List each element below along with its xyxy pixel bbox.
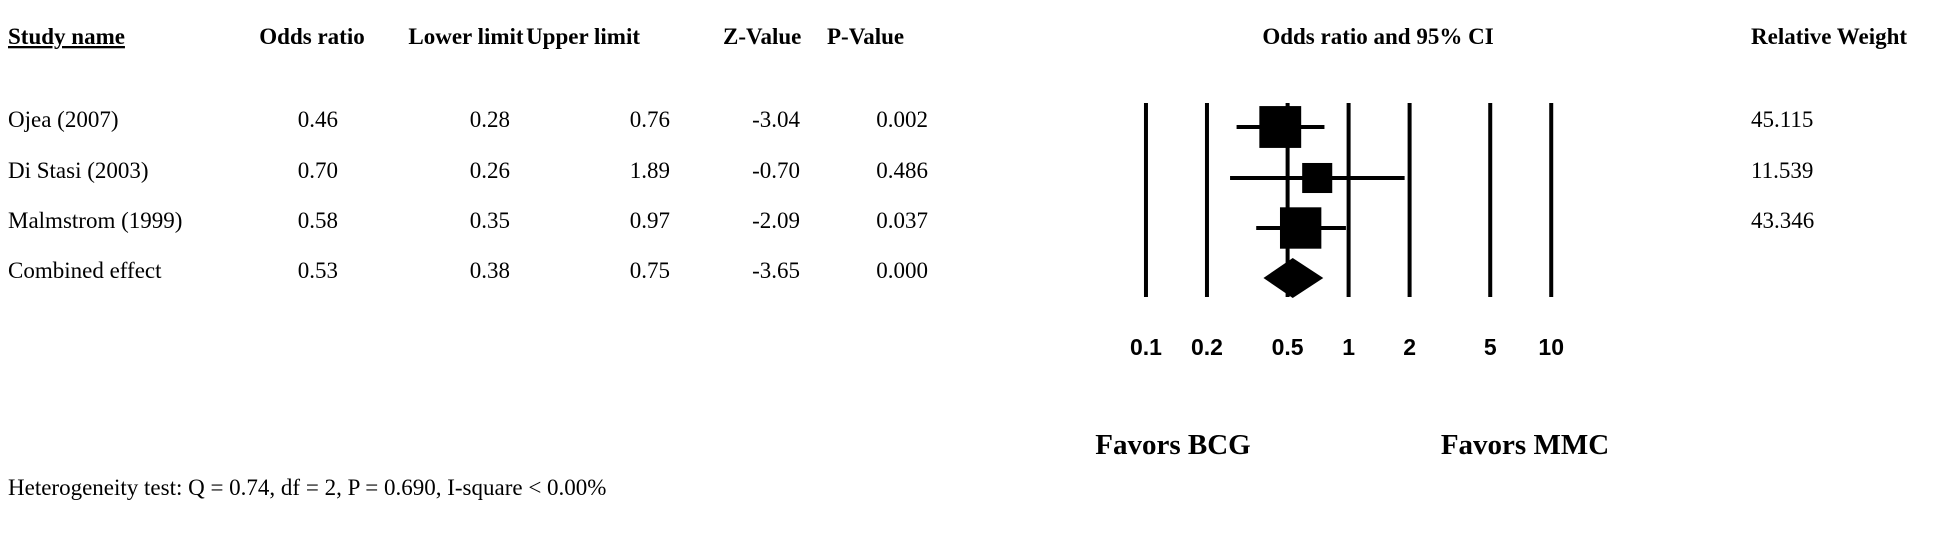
forest-plot-area: 0.1 0.2 0.5 1 2 5 10	[1130, 103, 1564, 360]
lower-limit-cell: 0.35	[470, 208, 510, 233]
z-value-cell: -3.65	[752, 258, 800, 283]
upper-limit-cell: 0.76	[630, 107, 670, 132]
table-row: Ojea (2007) 0.46 0.28 0.76 -3.04 0.002 45.115	[8, 107, 1813, 132]
z-value-cell: -0.70	[752, 158, 800, 183]
header-p-value: P-Value	[827, 24, 904, 49]
x-tick-label: 5	[1484, 334, 1497, 360]
x-tick-label: 10	[1538, 334, 1564, 360]
x-tick-label: 0.2	[1191, 334, 1223, 360]
study-name-cell: Di Stasi (2003)	[8, 158, 149, 183]
relative-weight-cell: 45.115	[1751, 107, 1813, 132]
odds-ratio-cell: 0.70	[298, 158, 338, 183]
z-value-cell: -3.04	[752, 107, 800, 132]
header-z-value: Z-Value	[723, 24, 801, 49]
table-row: Di Stasi (2003) 0.70 0.26 1.89 -0.70 0.486 11.…	[8, 158, 1813, 183]
x-tick-label: 0.1	[1130, 334, 1162, 360]
header-plot-title: Odds ratio and 95% CI	[1262, 24, 1493, 49]
p-value-cell: 0.037	[876, 208, 928, 233]
study-name-cell: Ojea (2007)	[8, 107, 119, 132]
x-tick-label: 2	[1403, 334, 1416, 360]
header-relative-weight: Relative Weight	[1751, 24, 1907, 49]
effect-square	[1259, 106, 1302, 148]
header-lower-limit: Lower limit	[408, 24, 524, 49]
effect-square	[1279, 207, 1322, 249]
lower-limit-cell: 0.26	[470, 158, 510, 183]
header-upper-limit: Upper limit	[526, 24, 640, 49]
table-header: Study name Odds ratio Lower limit Upper …	[8, 24, 1907, 49]
lower-limit-cell: 0.28	[470, 107, 510, 132]
heterogeneity-note: Heterogeneity test: Q = 0.74, df = 2, P …	[8, 475, 606, 500]
p-value-cell: 0.000	[876, 258, 928, 283]
p-value-cell: 0.002	[876, 107, 928, 132]
table-rows: Ojea (2007) 0.46 0.28 0.76 -3.04 0.002 45.115 D…	[8, 107, 1814, 283]
odds-ratio-cell: 0.46	[298, 107, 338, 132]
effect-square	[1302, 162, 1333, 194]
table-row: Combined effect 0.53 0.38 0.75 -3.65 0.000	[8, 258, 928, 283]
header-odds-ratio: Odds ratio	[259, 24, 364, 49]
header-study-name: Study name	[8, 24, 125, 49]
odds-ratio-cell: 0.58	[298, 208, 338, 233]
table-row: Malmstrom (1999) 0.58 0.35 0.97 -2.09 0.037 43…	[8, 208, 1814, 233]
upper-limit-cell: 1.89	[630, 158, 670, 183]
favors-right-label: Favors MMC	[1441, 429, 1609, 461]
combined-effect-diamond	[1263, 258, 1324, 298]
lower-limit-cell: 0.38	[470, 258, 510, 283]
upper-limit-cell: 0.97	[630, 208, 670, 233]
study-name-cell: Malmstrom (1999)	[8, 208, 182, 233]
relative-weight-cell: 11.539	[1751, 158, 1813, 183]
x-tick-label: 1	[1342, 334, 1355, 360]
study-name-cell: Combined effect	[8, 258, 162, 283]
p-value-cell: 0.486	[876, 158, 928, 183]
x-tick-label: 0.5	[1272, 334, 1304, 360]
upper-limit-cell: 0.75	[630, 258, 670, 283]
favors-left-label: Favors BCG	[1095, 429, 1250, 461]
z-value-cell: -2.09	[752, 208, 800, 233]
odds-ratio-cell: 0.53	[298, 258, 338, 283]
relative-weight-cell: 43.346	[1751, 208, 1814, 233]
